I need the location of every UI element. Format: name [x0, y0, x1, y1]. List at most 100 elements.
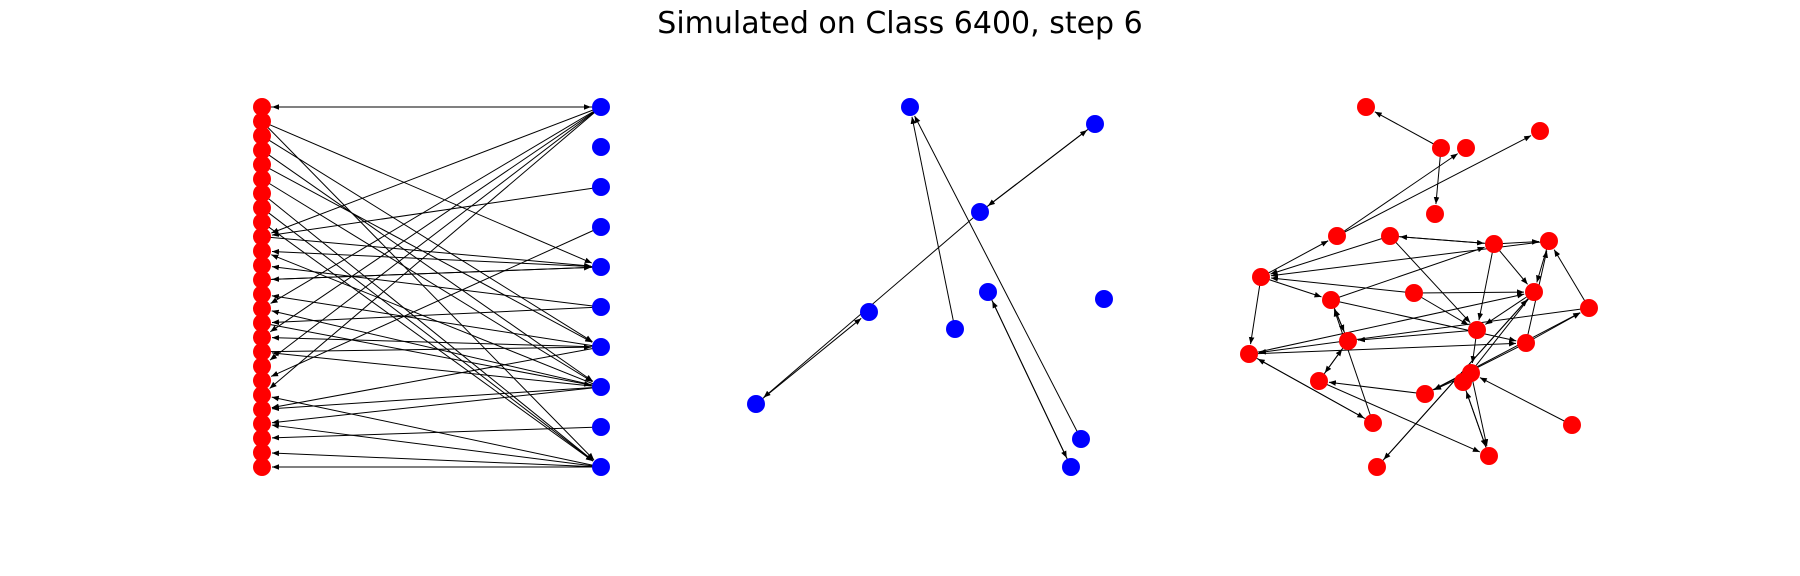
node-red-graph-n1 — [1457, 139, 1475, 157]
edge-blue-graph-u1-u2 — [987, 123, 1096, 207]
edge-red-graph-n13-n14 — [1357, 329, 1478, 343]
node-red-graph-n9 — [1405, 284, 1423, 302]
edge-red-graph-n3-n4 — [1433, 147, 1442, 205]
edge-red-graph-n11-n21 — [1468, 291, 1535, 375]
edge-red-graph-n18-n22 — [1318, 380, 1481, 453]
node-bipartite-r25 — [253, 458, 271, 476]
node-blue-graph-u9 — [1062, 458, 1080, 476]
node-blue-graph-u8 — [1072, 430, 1090, 448]
node-red-graph-n2 — [1531, 122, 1549, 140]
node-blue-graph-u3 — [860, 303, 878, 321]
node-blue-graph-u0 — [901, 98, 919, 116]
edge-bipartite-r9-b4 — [261, 236, 592, 269]
edge-red-graph-n12-n7 — [1330, 246, 1485, 301]
node-bipartite-r21 — [253, 400, 271, 419]
edge-red-graph-n23-n20 — [1479, 377, 1573, 426]
edge-bipartite-r17-b6 — [261, 344, 592, 353]
edge-red-graph-n8-n5 — [1260, 240, 1329, 278]
edge-red-graph-n24-n12 — [1333, 309, 1374, 424]
edge-red-graph-n5-n1 — [1336, 153, 1459, 237]
node-red-graph-n11 — [1525, 283, 1543, 301]
node-blue-graph-u6 — [946, 320, 964, 338]
node-bipartite-r23 — [253, 429, 271, 448]
edge-bipartite-r2-b6 — [261, 135, 593, 343]
edge-blue-graph-u5-u9 — [987, 291, 1068, 459]
edge-bipartite-r1-b4 — [261, 120, 593, 264]
node-bipartite-r18 — [253, 357, 271, 376]
node-bipartite-b3 — [592, 218, 610, 236]
node-bipartite-b1 — [592, 138, 610, 156]
node-red-graph-n3 — [1432, 139, 1450, 157]
node-bipartite-r13 — [253, 285, 271, 304]
node-red-graph-n8 — [1252, 268, 1270, 286]
edge-red-graph-n3-n0 — [1374, 111, 1442, 149]
edge-bipartite-b9-r20 — [271, 395, 602, 468]
node-bipartite-b5 — [592, 298, 610, 316]
node-red-graph-n21 — [1454, 373, 1472, 391]
edges-layer — [261, 104, 1590, 470]
node-blue-graph-u1 — [1086, 115, 1104, 133]
node-blue-graph-u7 — [1095, 290, 1113, 308]
node-red-graph-n25 — [1368, 458, 1386, 476]
edge-bipartite-b2-r9 — [271, 186, 602, 237]
node-bipartite-r9 — [253, 227, 271, 246]
edge-bipartite-b3-r19 — [270, 226, 602, 377]
edge-red-graph-n11-n13 — [1485, 291, 1535, 325]
edge-bipartite-b0-r16 — [269, 106, 602, 333]
node-bipartite-b8 — [592, 418, 610, 436]
edge-bipartite-r15-b7 — [261, 322, 592, 387]
edge-red-graph-n20-n22 — [1470, 372, 1489, 447]
edge-bipartite-r12-b4 — [261, 264, 592, 281]
node-red-graph-n17 — [1240, 345, 1258, 363]
edge-bipartite-b7-r22 — [271, 386, 602, 425]
edge-red-graph-n19-n18 — [1328, 380, 1426, 395]
edge-red-graph-n15-n10 — [1553, 249, 1590, 309]
edge-bipartite-b9-r22 — [271, 423, 602, 468]
node-bipartite-r5 — [253, 170, 271, 188]
edge-bipartite-b4-r10 — [271, 249, 602, 268]
node-red-graph-n4 — [1426, 205, 1444, 223]
node-bipartite-r4 — [253, 155, 271, 174]
figure-title: Simulated on Class 6400, step 6 — [657, 6, 1143, 41]
edge-bipartite-b7-r21 — [271, 386, 602, 412]
node-blue-graph-u4 — [747, 395, 765, 413]
node-bipartite-b4 — [592, 258, 610, 276]
node-bipartite-r2 — [253, 126, 271, 145]
node-bipartite-b7 — [592, 378, 610, 396]
edge-red-graph-n10-n8 — [1270, 240, 1550, 278]
edge-bipartite-r4-b6 — [261, 164, 593, 343]
edge-bipartite-r5-b7 — [261, 178, 593, 383]
edge-bipartite-b0-r14 — [270, 106, 602, 304]
node-bipartite-r15 — [253, 314, 271, 332]
node-bipartite-r14 — [253, 299, 271, 318]
edge-red-graph-n19-n15 — [1424, 312, 1581, 395]
edge-bipartite-b0-r20 — [269, 106, 602, 389]
node-blue-graph-u2 — [971, 203, 989, 221]
edge-bipartite-b6-r16 — [271, 335, 602, 348]
node-bipartite-r22 — [253, 414, 271, 433]
edge-bipartite-b7-r14 — [271, 309, 602, 388]
edge-red-graph-n12-n16 — [1330, 299, 1517, 343]
node-bipartite-b6 — [592, 338, 610, 356]
node-bipartite-r17 — [253, 342, 271, 361]
edge-blue-graph-u8-u0 — [914, 115, 1082, 440]
node-red-graph-n23 — [1563, 416, 1581, 434]
node-red-graph-n15 — [1580, 299, 1598, 317]
node-bipartite-r20 — [253, 386, 271, 404]
node-red-graph-n0 — [1357, 98, 1375, 116]
edge-bipartite-b0-r18 — [269, 106, 602, 361]
edge-red-graph-n17-n16 — [1248, 340, 1517, 355]
node-bipartite-r0 — [253, 98, 271, 116]
edge-bipartite-r3-b7 — [261, 149, 594, 382]
node-red-graph-n24 — [1364, 414, 1382, 432]
edge-red-graph-n8-n17 — [1248, 276, 1262, 345]
edge-red-graph-n6-n13 — [1389, 235, 1471, 324]
edge-red-graph-n9-n13 — [1413, 292, 1469, 326]
node-bipartite-r19 — [253, 371, 271, 390]
edge-bipartite-r6-b9 — [261, 193, 594, 462]
node-bipartite-b0 — [592, 98, 610, 116]
node-bipartite-r12 — [253, 270, 271, 289]
edge-bipartite-r8-b9 — [261, 221, 594, 462]
node-red-graph-n18 — [1310, 372, 1328, 390]
